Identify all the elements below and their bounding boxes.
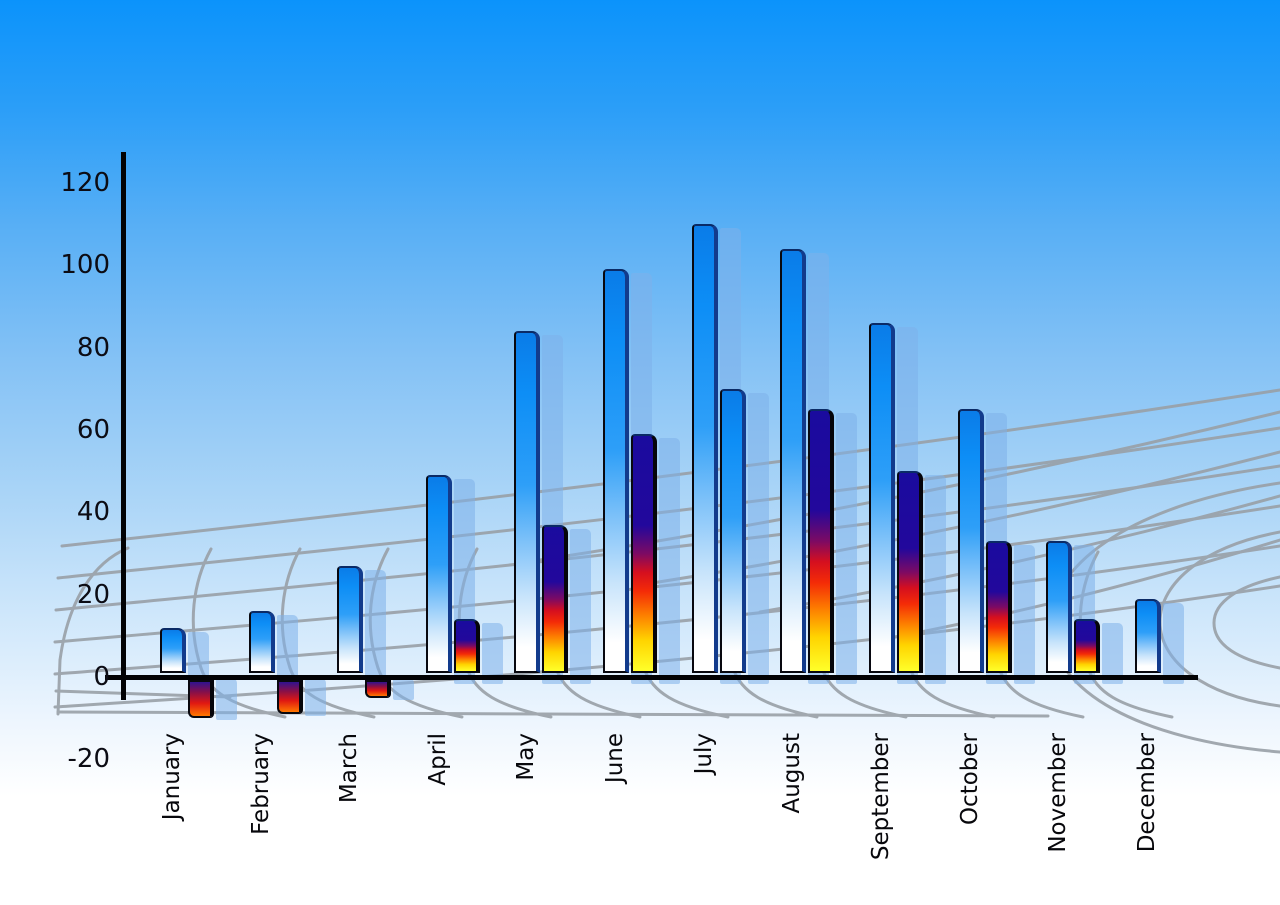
bar-shadow <box>188 631 209 684</box>
y-tick-label: -20 <box>67 744 110 775</box>
x-tick-label: March <box>336 733 363 804</box>
bar-shadow <box>304 678 326 717</box>
bar-shadow <box>276 615 298 684</box>
y-tick-label: 60 <box>76 414 110 445</box>
bar-shadow <box>1162 602 1184 684</box>
x-tick-label: February <box>247 733 274 835</box>
y-tick-label: 20 <box>76 579 110 610</box>
bar-flame <box>1074 619 1101 673</box>
bar-flame <box>808 409 835 673</box>
bar-shadow <box>924 475 946 684</box>
bar-blue <box>603 269 630 673</box>
bar-flame <box>896 471 923 673</box>
bar-shadow <box>1013 545 1035 684</box>
y-tick-label: 80 <box>76 332 110 363</box>
bar-blue <box>425 475 452 673</box>
bar-flame <box>631 434 658 673</box>
x-tick-label: June <box>602 733 629 784</box>
x-tick-label: August <box>779 733 806 814</box>
bar-flame-negative <box>276 680 303 715</box>
bar-blue <box>691 224 718 673</box>
bar-blue <box>868 322 895 673</box>
x-tick-label: September <box>867 733 894 861</box>
x-tick-label: April <box>424 733 451 786</box>
x-tick-label: October <box>956 733 983 826</box>
bar-shadow <box>393 678 415 700</box>
y-axis-line <box>121 152 126 700</box>
bar-blue <box>957 409 984 673</box>
bar-blue <box>248 611 275 673</box>
bar-shadow <box>836 413 858 684</box>
bar-shadow <box>1102 623 1124 684</box>
bar-blue <box>337 565 364 673</box>
bar-shadow <box>216 678 237 721</box>
bar-flame <box>985 541 1012 673</box>
bar-blue <box>1046 541 1073 673</box>
y-tick-label: 40 <box>76 497 110 528</box>
bar-blue <box>1134 598 1161 673</box>
bar-blue-secondary <box>719 388 746 673</box>
bar-flame <box>542 524 569 673</box>
bar-flame-negative <box>365 680 392 698</box>
bar-flame <box>453 619 480 673</box>
x-axis-line <box>105 675 1198 680</box>
bar-shadow <box>659 438 681 684</box>
bar-blue <box>514 331 541 673</box>
bar-blue <box>160 627 186 673</box>
bar-flame-negative <box>188 680 214 719</box>
x-tick-label: December <box>1133 733 1160 853</box>
y-tick-label: 120 <box>60 167 110 198</box>
bar-shadow <box>570 528 592 684</box>
y-tick-label: 100 <box>60 250 110 281</box>
x-tick-label: July <box>690 733 717 775</box>
bar-shadow <box>747 392 769 684</box>
x-tick-label: November <box>1045 733 1072 853</box>
bar-blue <box>780 248 807 673</box>
bar-shadow <box>481 623 503 684</box>
x-tick-label: May <box>513 733 540 781</box>
x-tick-label: January <box>159 733 185 821</box>
bar-shadow <box>365 569 387 684</box>
y-tick-label: 0 <box>93 662 110 692</box>
